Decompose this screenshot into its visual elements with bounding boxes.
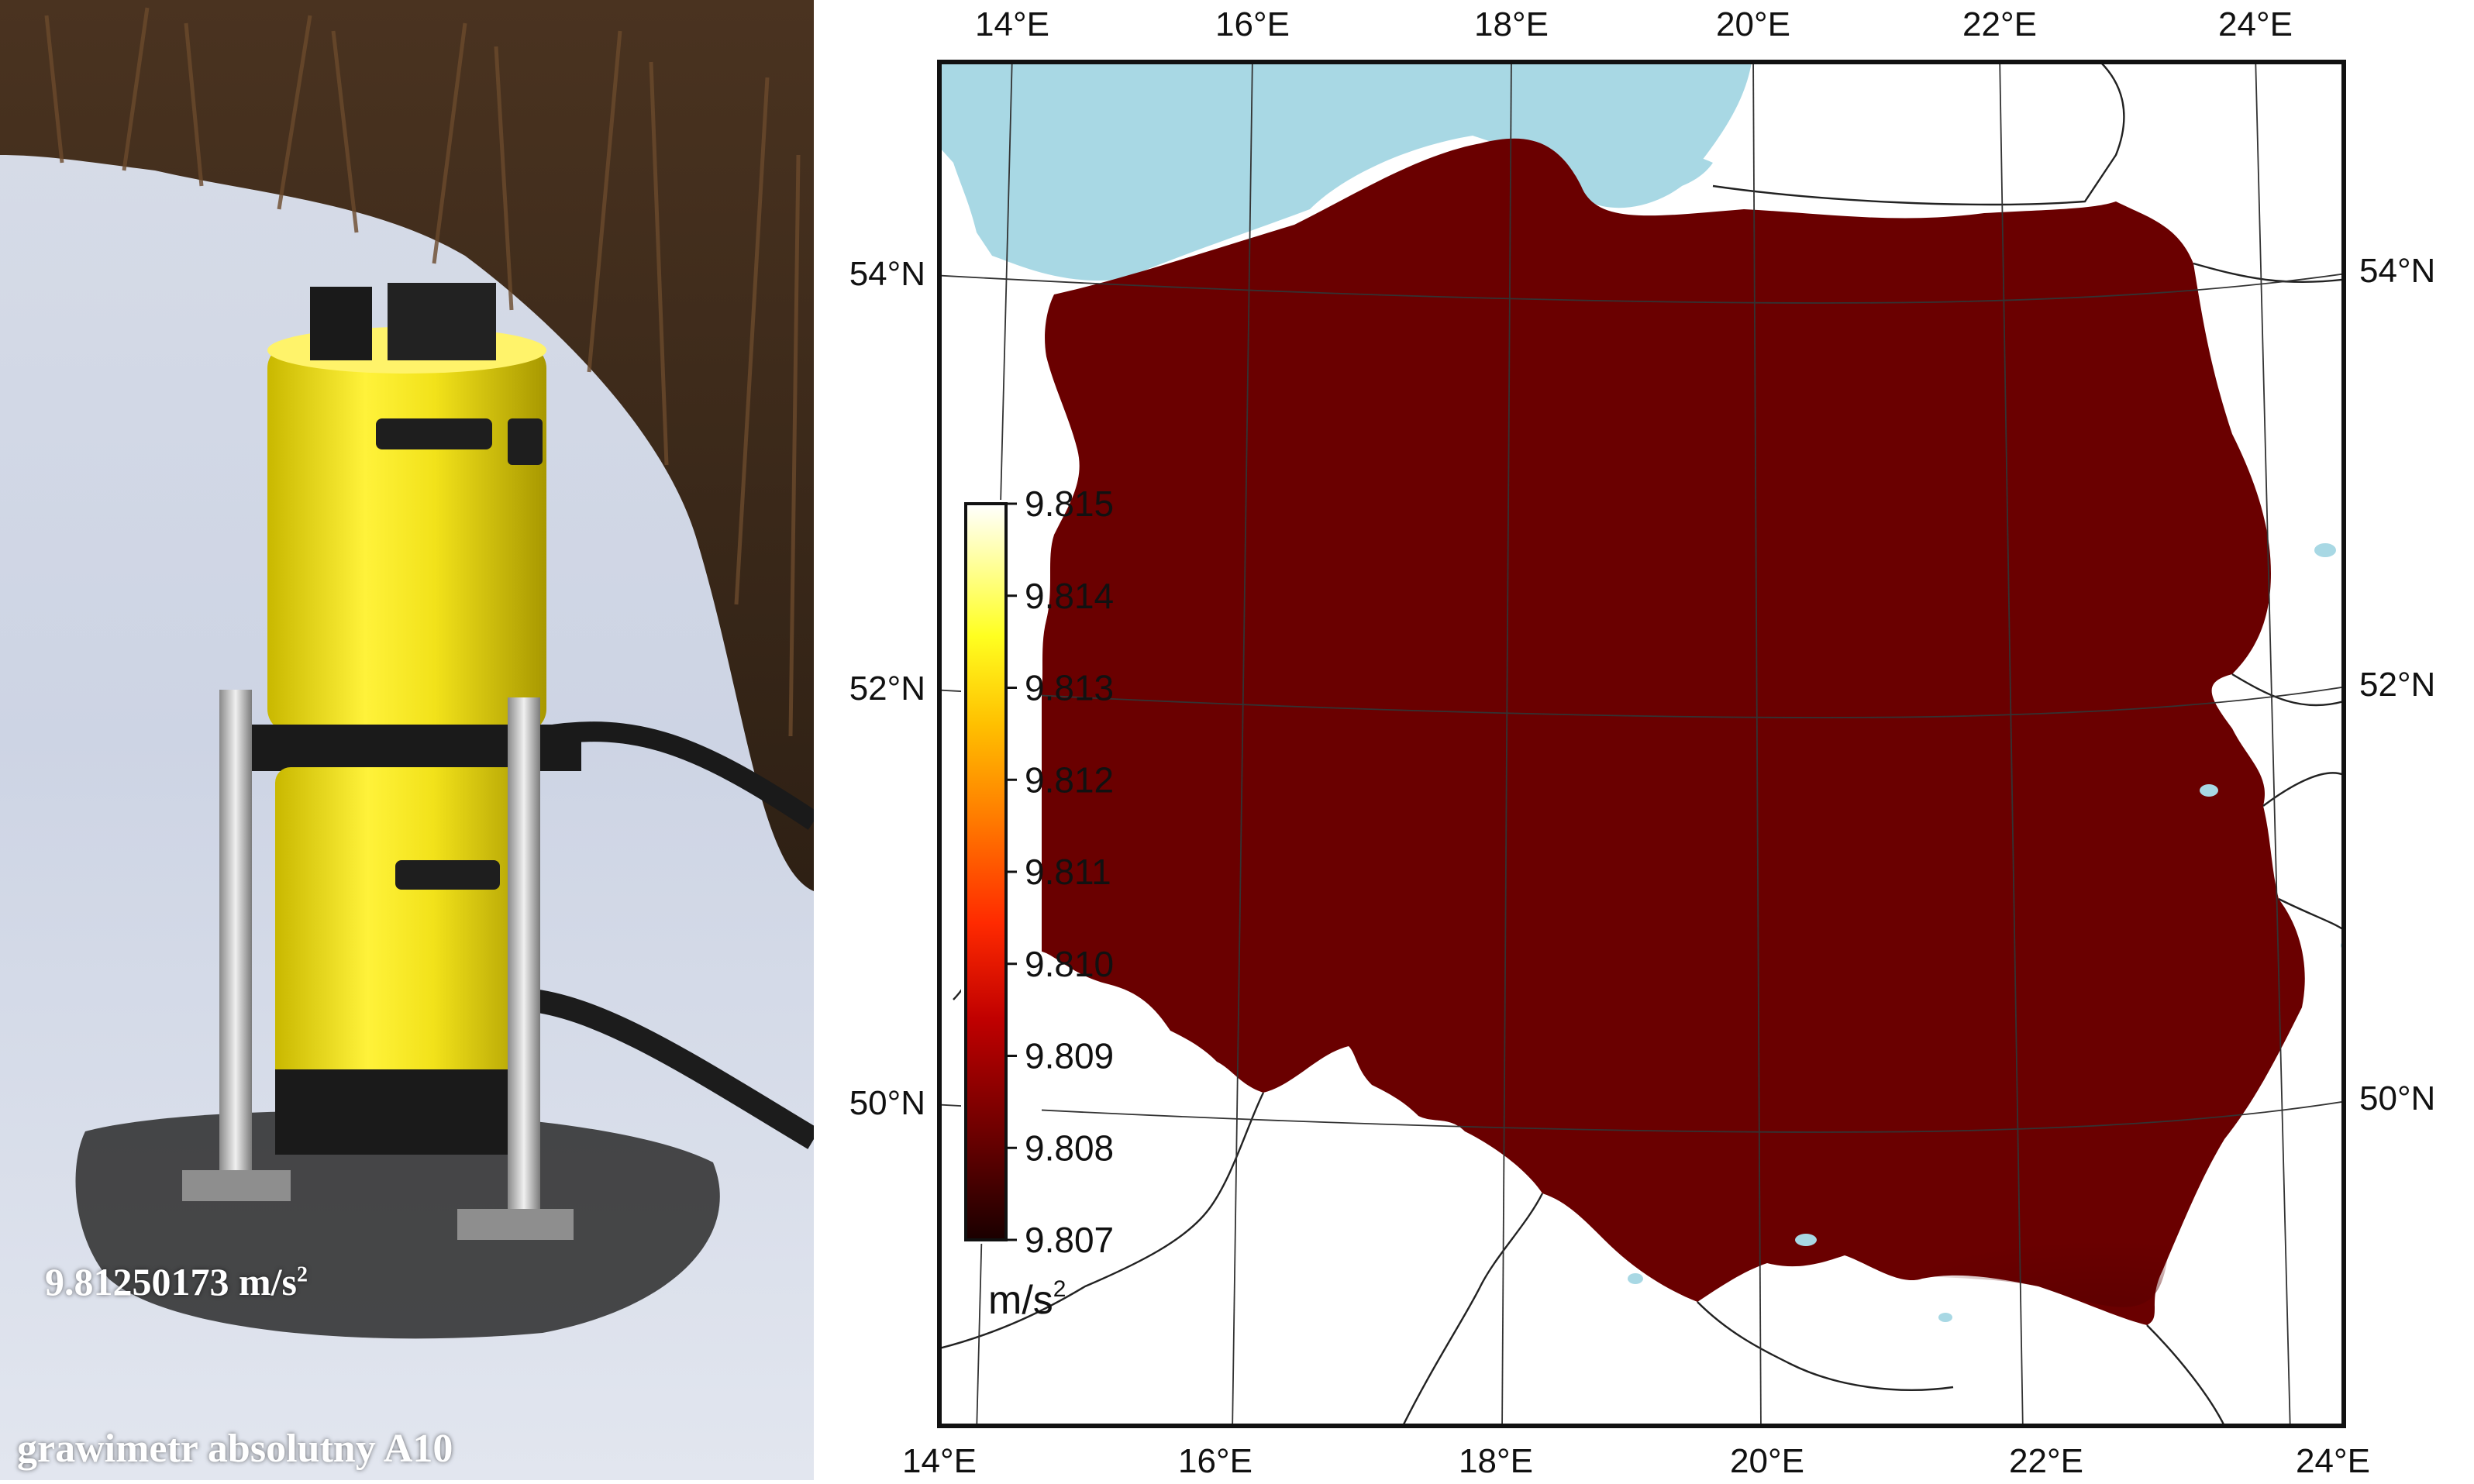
colorbar-unit: m/s2 xyxy=(988,1276,1066,1323)
lat-label-right-54: 54°N xyxy=(2359,252,2435,290)
colorbar-unit-exponent: 2 xyxy=(1053,1276,1066,1302)
lon-labels-top: 14°E 16°E 18°E 20°E 22°E 24°E xyxy=(975,5,2293,43)
instrument-caption: grawimetr absolutny A10 xyxy=(17,1427,453,1471)
lat-label-right-50: 50°N xyxy=(2359,1079,2435,1117)
lon-label-top-14: 14°E xyxy=(975,5,1049,43)
lon-label-bottom-14: 14°E xyxy=(902,1442,977,1480)
lat-label-left-54: 54°N xyxy=(849,255,925,293)
lat-label-left-52: 52°N xyxy=(849,670,925,708)
colorbar-ramp xyxy=(964,502,1008,1241)
colorbar-tick-label: 9.812 xyxy=(1025,759,1114,800)
lon-label-top-24: 24°E xyxy=(2218,5,2293,43)
lon-label-bottom-18: 18°E xyxy=(1459,1442,1533,1480)
colorbar-tick-label: 9.815 xyxy=(1025,484,1114,524)
lon-label-top-22: 22°E xyxy=(1962,5,2037,43)
lon-label-top-18: 18°E xyxy=(1474,5,1549,43)
measured-gravity-value: 9.81250173 m/s2 xyxy=(45,1259,308,1304)
gravity-map: 14°E 16°E 18°E 20°E 22°E 24°E 14°E 16°E … xyxy=(849,5,2436,1480)
lon-label-bottom-24: 24°E xyxy=(2296,1442,2370,1480)
colorbar-tick-label: 9.807 xyxy=(1025,1220,1114,1260)
colorbar-tick-label: 9.810 xyxy=(1025,944,1114,984)
lakes xyxy=(1628,543,2344,1322)
poland-south-shading xyxy=(1511,1114,2170,1307)
colorbar-ticks: 9.815 9.814 9.813 9.812 9.811 9.810 9.809 9.808… xyxy=(1006,484,1114,1260)
vistula-lagoon xyxy=(1588,153,1713,195)
colorbar-tick-label: 9.808 xyxy=(1025,1128,1114,1168)
lat-label-left-50: 50°N xyxy=(849,1084,925,1122)
measured-gravity-number: 9.81250173 xyxy=(45,1260,229,1303)
colorbar: 9.815 9.814 9.813 9.812 9.811 9.810 9.809 9.808… xyxy=(961,484,1114,1323)
colorbar-tick-label: 9.809 xyxy=(1025,1036,1114,1076)
lon-label-top-16: 16°E xyxy=(1215,5,1290,43)
lat-labels-right: 54°N 52°N 50°N xyxy=(2359,252,2435,1117)
colorbar-unit-base: m/s xyxy=(988,1278,1053,1323)
colorbar-tick-label: 9.811 xyxy=(1025,852,1111,892)
gravimeter-photo: 9.81250173 m/s2 grawimetr absolutny A10 xyxy=(0,0,814,1480)
lon-label-bottom-22: 22°E xyxy=(2009,1442,2083,1480)
baltic-sea xyxy=(939,62,1752,281)
lon-labels-bottom: 14°E 16°E 18°E 20°E 22°E 24°E xyxy=(902,1442,2370,1480)
poland-gravity-field xyxy=(1000,138,2305,1325)
lat-label-right-52: 52°N xyxy=(2359,666,2435,704)
colorbar-tick-label: 9.813 xyxy=(1025,668,1114,708)
gravimeter-photo-illustration xyxy=(0,0,814,1480)
measured-gravity-unit: m/s xyxy=(239,1260,297,1303)
map-frame xyxy=(937,60,2346,1428)
lon-label-bottom-20: 20°E xyxy=(1730,1442,1804,1480)
lat-labels-left: 54°N 52°N 50°N xyxy=(849,255,925,1122)
measured-gravity-unit-exponent: 2 xyxy=(297,1262,308,1287)
colorbar-tick-label: 9.814 xyxy=(1025,576,1114,616)
lon-label-top-20: 20°E xyxy=(1716,5,1790,43)
lon-label-bottom-16: 16°E xyxy=(1178,1442,1253,1480)
gravity-map-panel: 14°E 16°E 18°E 20°E 22°E 24°E 14°E 16°E … xyxy=(814,0,2474,1480)
